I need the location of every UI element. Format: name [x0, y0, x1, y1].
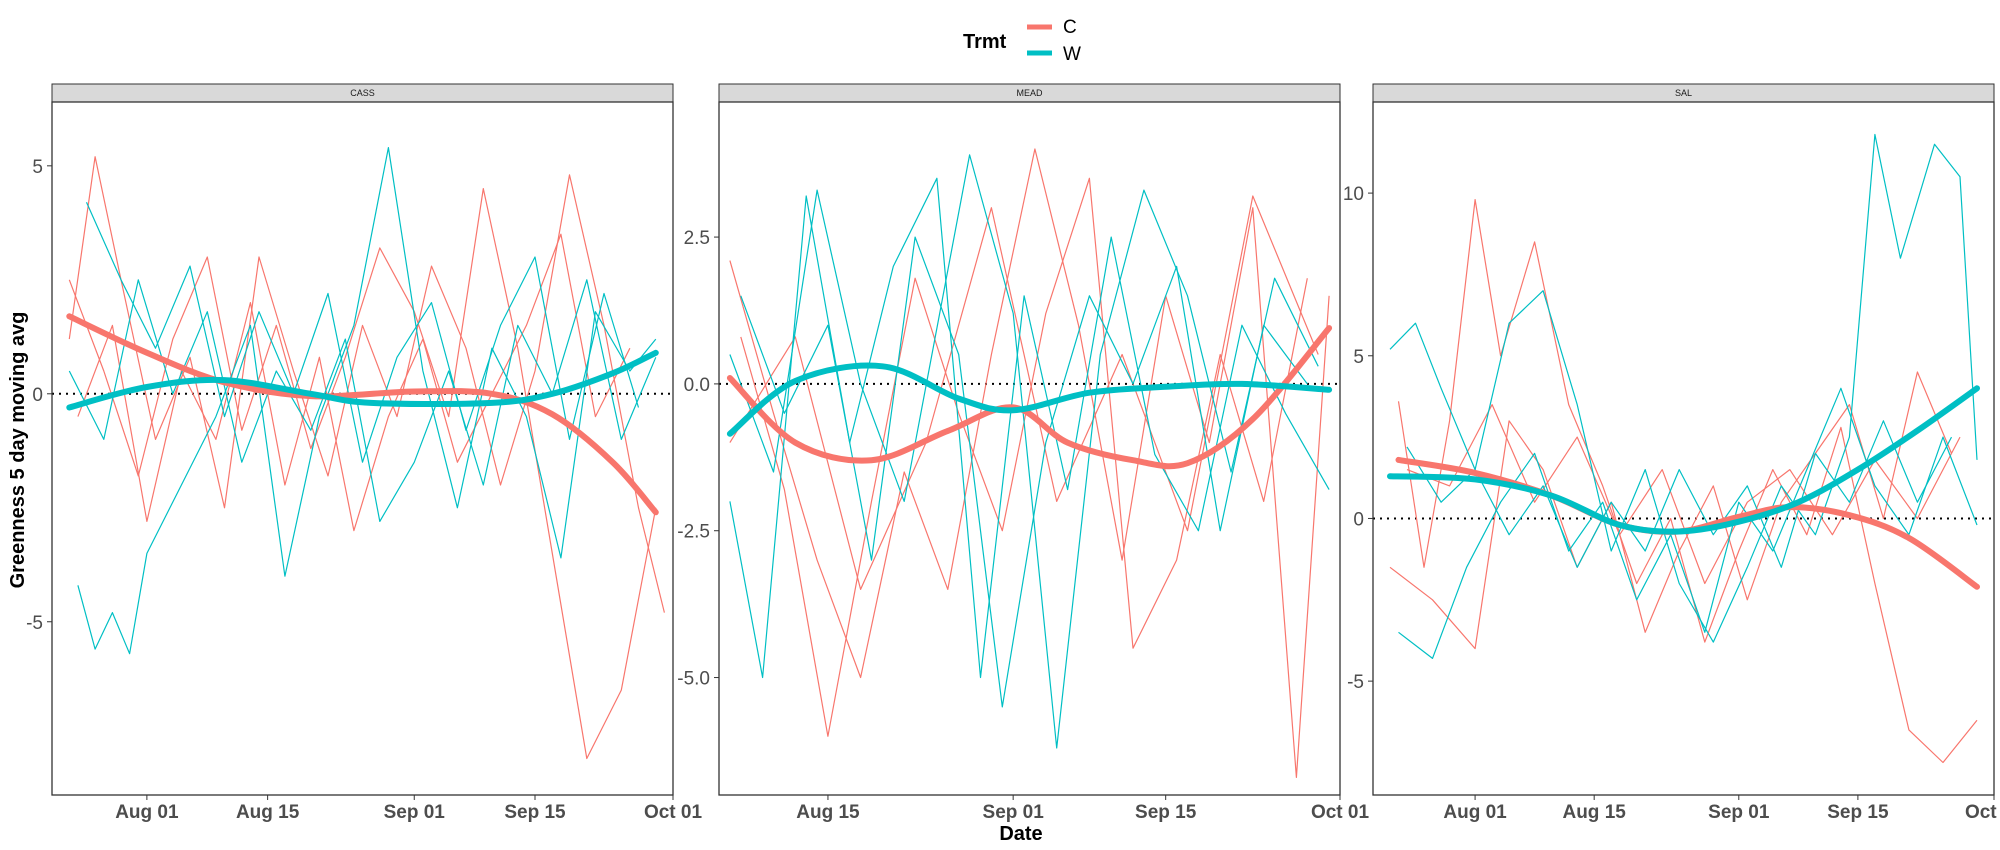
y-tick-label-sal: 5 — [1353, 347, 1364, 368]
x-tick-label-sal: Oct 01 — [1965, 802, 2000, 823]
raw-line-sal-w-1 — [1389, 133, 1978, 643]
smooth-line-mead-w — [726, 362, 1333, 437]
panel-mead: MEAD 2.5 0.0 -2.5 -5.0 Aug 15 Sep 01 Sep 15 Oct … — [677, 83, 1370, 823]
strip-label-sal: SAL — [1675, 88, 1692, 98]
x-tick-label-cass: Sep 15 — [504, 802, 566, 823]
legend-label-c: C — [1063, 17, 1077, 38]
raw-line-cass-c-3 — [77, 233, 631, 532]
y-tick-label-sal: 10 — [1343, 184, 1364, 205]
raw-line-sal-w-2 — [1398, 387, 1978, 660]
series-group-cass — [66, 147, 665, 760]
raw-line-sal-c-2 — [1389, 371, 1953, 650]
y-tick-label-cass: 0 — [32, 385, 43, 406]
raw-line-cass-w-1 — [77, 147, 657, 655]
x-tick-label-cass: Sep 01 — [384, 802, 446, 823]
smooth-line-mead-c — [726, 325, 1333, 470]
y-tick-label-mead: 2.5 — [684, 228, 710, 249]
x-tick-label-mead: Oct 01 — [1311, 802, 1370, 823]
legend: Trmt C W — [963, 17, 1081, 65]
y-tick-label-cass: 5 — [32, 157, 43, 178]
smooth-line-cass-c — [66, 313, 659, 516]
panel-border-sal — [1372, 101, 1995, 796]
y-tick-label-sal: -5 — [1347, 672, 1364, 693]
y-tick-label-mead: -5.0 — [677, 669, 710, 690]
raw-line-mead-w-3 — [740, 236, 1308, 708]
raw-line-mead-c-1 — [729, 148, 1330, 779]
raw-line-sal-c-3 — [1406, 404, 1961, 585]
strip-label-mead: MEAD — [1016, 88, 1043, 98]
x-tick-label-mead: Sep 01 — [983, 802, 1045, 823]
raw-line-cass-w-2 — [85, 202, 640, 463]
raw-line-mead-w-1 — [729, 177, 1330, 679]
x-tick-label-cass: Oct 01 — [644, 802, 703, 823]
x-tick-label-sal: Sep 15 — [1827, 802, 1889, 823]
x-tick-label-mead: Aug 15 — [796, 802, 860, 823]
raw-line-sal-c-1 — [1397, 199, 1978, 764]
x-tick-label-sal: Sep 01 — [1708, 802, 1770, 823]
raw-line-sal-w-3 — [1406, 420, 1953, 568]
y-axis-title: Greenness 5 day moving avg — [7, 312, 29, 589]
strip-label-cass: CASS — [350, 88, 375, 98]
x-axis-title: Date — [999, 823, 1042, 845]
y-tick-label-mead: 0.0 — [684, 375, 710, 396]
x-tick-label-sal: Aug 15 — [1562, 802, 1626, 823]
series-group-mead — [726, 148, 1333, 779]
panel-cass: CASS 5 0 -5 Aug 01 Aug 15 Sep 01 Sep 15 Oct 01 — [26, 83, 703, 823]
y-tick-label-cass: -5 — [26, 613, 43, 634]
x-tick-label-sal: Aug 01 — [1443, 802, 1507, 823]
y-tick-label-sal: 0 — [1353, 509, 1364, 530]
x-tick-label-cass: Aug 15 — [236, 802, 300, 823]
x-tick-label-mead: Sep 15 — [1135, 802, 1197, 823]
panel-border-cass — [51, 101, 674, 796]
panel-border-mead — [718, 101, 1341, 796]
smooth-line-sal-w — [1387, 385, 1980, 535]
series-group-sal — [1387, 133, 1980, 764]
x-tick-label-cass: Aug 01 — [115, 802, 179, 823]
legend-title: Trmt — [963, 31, 1007, 53]
y-tick-label-mead: -2.5 — [677, 522, 710, 543]
legend-label-w: W — [1063, 44, 1081, 65]
raw-line-cass-c-1 — [68, 156, 665, 613]
raw-line-mead-c-3 — [729, 195, 1319, 591]
raw-line-cass-w-3 — [68, 279, 657, 523]
smooth-line-cass-w — [66, 349, 659, 411]
panel-sal: SAL 10 5 0 -5 Aug 01 Aug 15 Sep 01 Sep 15 Oct 01 — [1343, 83, 2000, 823]
